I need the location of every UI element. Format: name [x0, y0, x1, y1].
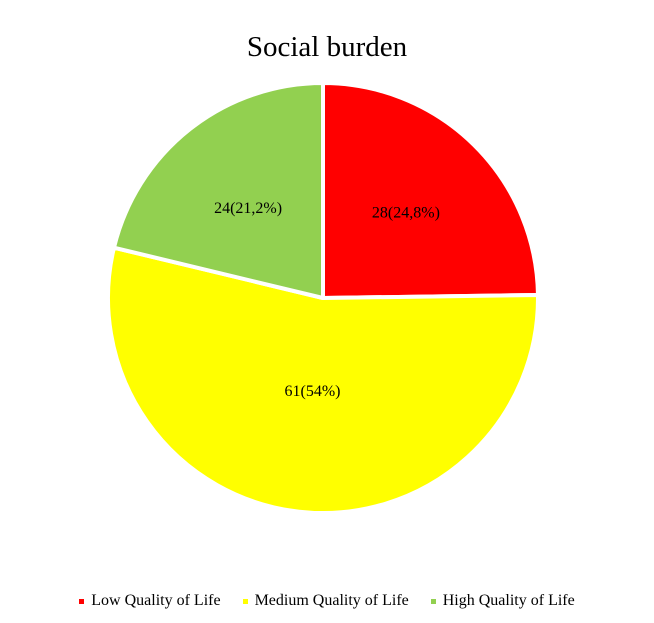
legend-swatch-medium: [242, 598, 248, 604]
legend: Low Quality of Life Medium Quality of Li…: [0, 592, 654, 610]
pie-slice-low: [321, 81, 540, 300]
legend-item-high: High Quality of Life: [430, 592, 575, 610]
data-label-low: 28(24,8%): [372, 205, 440, 222]
legend-label-medium: Medium Quality of Life: [254, 592, 409, 609]
legend-swatch-low: [79, 598, 85, 604]
data-label-high: 24(21,2%): [214, 200, 282, 217]
pie-slice-medium: [106, 245, 540, 516]
legend-label-high: High Quality of Life: [442, 592, 575, 609]
chart-title: Social burden: [247, 31, 408, 63]
pie-data-labels: 28(24,8%) 61(54%) 24(21,2%): [214, 200, 440, 400]
data-label-medium: 61(54%): [285, 383, 341, 400]
legend-label-low: Low Quality of Life: [91, 592, 221, 609]
legend-item-medium: Medium Quality of Life: [242, 592, 409, 610]
legend-swatch-high: [430, 598, 436, 604]
pie-slice-high: [111, 81, 325, 300]
pie-slices: [106, 81, 540, 516]
legend-item-low: Low Quality of Life: [79, 592, 221, 610]
